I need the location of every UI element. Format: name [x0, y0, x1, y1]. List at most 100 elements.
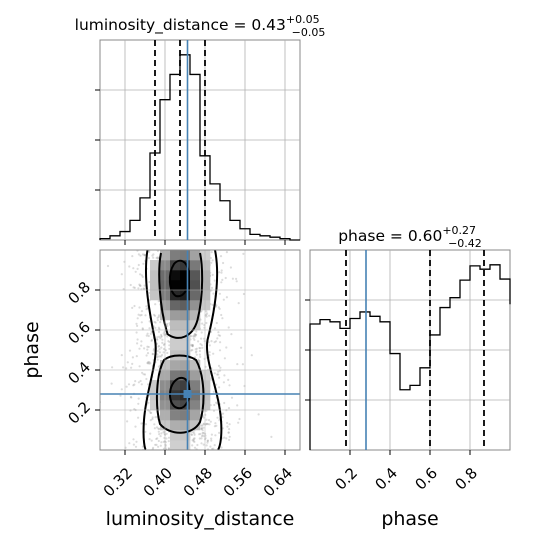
scatter-point: [153, 423, 156, 426]
density-cell: [190, 380, 201, 391]
scatter-point: [162, 351, 165, 354]
density-cell: [170, 260, 181, 271]
scatter-point: [208, 314, 211, 317]
scatter-point: [190, 349, 193, 352]
scatter-point: [125, 367, 128, 370]
scatter-point: [136, 267, 139, 270]
scatter-point: [158, 433, 161, 436]
scatter-point: [200, 344, 203, 347]
scatter-point: [142, 287, 145, 290]
scatter-point: [158, 348, 161, 351]
scatter-point: [200, 435, 204, 438]
scatter-point: [196, 443, 199, 447]
scatter-point: [166, 324, 169, 328]
scatter-point: [191, 344, 194, 347]
scatter-point: [197, 340, 200, 343]
scatter-point: [226, 421, 229, 425]
scatter-point: [219, 366, 222, 369]
hist-dist-title-sup: +0.05: [286, 13, 320, 26]
scatter-point: [136, 324, 139, 327]
scatter-point: [152, 349, 155, 352]
scatter-point: [149, 432, 152, 435]
scatter-point: [157, 365, 160, 368]
scatter-point: [167, 340, 170, 343]
scatter-point: [192, 440, 195, 443]
scatter-point: [218, 271, 221, 274]
scatter-point: [206, 441, 209, 444]
scatter-point: [225, 296, 228, 299]
scatter-point: [156, 338, 159, 341]
scatter-point: [151, 352, 154, 355]
hist-phase-steps: [309, 264, 511, 450]
scatter-point: [145, 354, 148, 357]
scatter-point: [133, 383, 136, 386]
scatter-point: [235, 277, 238, 280]
scatter-point: [135, 322, 138, 325]
joint-x-tick-labels: 0.32 0.40 0.48 0.56 0.64: [100, 464, 296, 500]
hist-dist-panel: luminosity_distance = 0.43+0.05 −0.05: [75, 13, 326, 245]
contour-outer-left: [142, 250, 157, 450]
scatter-point: [159, 444, 162, 447]
scatter-point: [157, 345, 160, 348]
scatter-point: [153, 313, 156, 316]
scatter-point: [162, 332, 165, 335]
y-axis-label-phase: phase: [21, 321, 43, 378]
scatter-point: [156, 336, 159, 339]
joint-y-tick-label-0: 0.2: [64, 398, 94, 428]
scatter-point: [147, 360, 150, 364]
scatter-point: [223, 401, 226, 405]
scatter-point: [120, 273, 123, 276]
scatter-point: [205, 310, 208, 313]
scatter-point: [157, 344, 161, 348]
scatter-point: [129, 283, 132, 287]
hist-phase-ticks: [305, 299, 471, 455]
scatter-point: [140, 274, 143, 277]
scatter-point: [140, 344, 143, 347]
scatter-point: [215, 383, 218, 386]
scatter-point: [213, 403, 216, 407]
density-cell: [150, 380, 161, 391]
scatter-point: [192, 431, 195, 434]
scatter-point: [154, 303, 157, 306]
scatter-point: [145, 308, 148, 311]
joint-ticks: [95, 289, 286, 455]
scatter-point: [148, 250, 151, 253]
scatter-point: [237, 302, 240, 305]
scatter-point: [148, 327, 151, 330]
scatter-point: [156, 257, 159, 260]
joint-x-tick-label-3: 0.56: [220, 464, 256, 500]
scatter-point: [144, 430, 147, 433]
scatter-point: [148, 361, 151, 364]
scatter-point: [143, 254, 146, 257]
scatter-point: [159, 321, 162, 324]
scatter-point: [141, 371, 144, 374]
scatter-point: [210, 378, 213, 381]
scatter-point: [134, 380, 137, 383]
scatter-point: [235, 280, 238, 283]
scatter-point: [137, 381, 140, 384]
scatter-point: [190, 343, 193, 346]
scatter-point: [211, 273, 214, 276]
scatter-point: [227, 431, 230, 434]
scatter-point: [149, 411, 152, 414]
scatter-point: [165, 437, 168, 440]
scatter-point: [154, 416, 157, 419]
scatter-point: [162, 447, 165, 450]
scatter-point: [132, 267, 135, 270]
scatter-point: [210, 439, 213, 442]
scatter-point: [162, 440, 165, 443]
scatter-point: [148, 410, 151, 413]
scatter-point: [156, 353, 159, 356]
hist-dist-title-sub: −0.05: [292, 26, 326, 39]
scatter-point: [225, 346, 228, 349]
scatter-point: [159, 435, 162, 438]
density-cell: [190, 360, 201, 371]
scatter-point: [161, 341, 164, 344]
scatter-point: [200, 331, 203, 334]
scatter-point: [145, 305, 148, 308]
scatter-point: [158, 327, 161, 331]
scatter-point: [152, 253, 155, 256]
scatter-point: [148, 362, 151, 365]
scatter-point: [147, 383, 150, 386]
scatter-point: [151, 416, 154, 419]
